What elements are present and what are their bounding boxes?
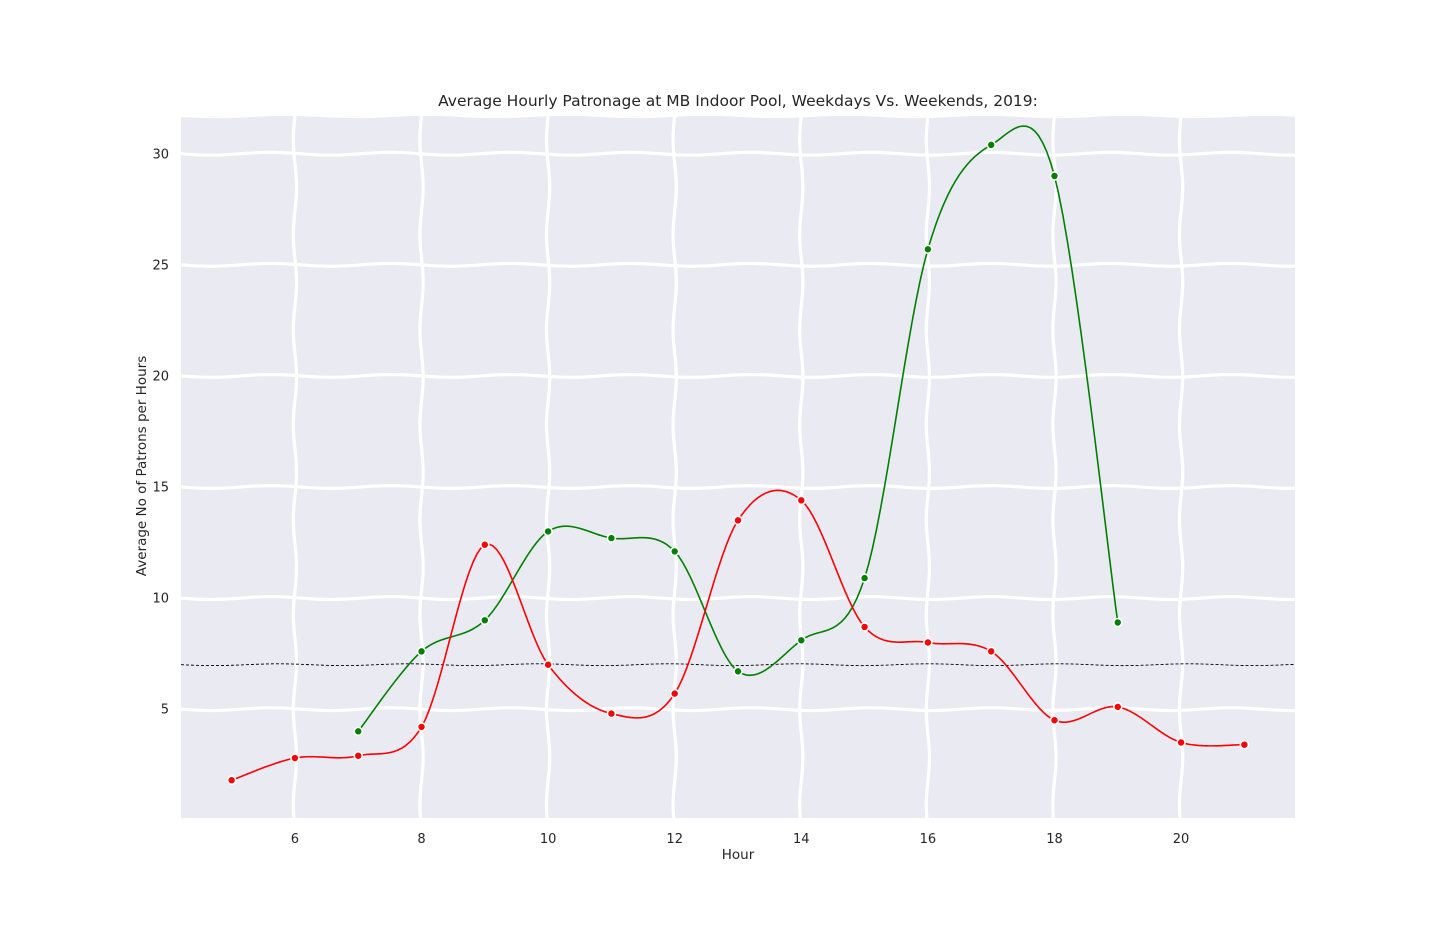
y-grid-line bbox=[181, 483, 1295, 490]
x-tick-label: 18 bbox=[1046, 832, 1063, 847]
y-tick-label: 15 bbox=[152, 480, 169, 495]
x-grid-line bbox=[291, 116, 299, 818]
series-1-point bbox=[1112, 702, 1123, 712]
series-1-point bbox=[1049, 715, 1060, 726]
series-1-point bbox=[226, 775, 237, 786]
x-tick-label: 16 bbox=[920, 832, 937, 847]
series-1-point bbox=[1176, 737, 1186, 748]
series-1-point bbox=[986, 646, 996, 657]
x-grid-line bbox=[1177, 116, 1185, 818]
x-tick-label: 6 bbox=[291, 832, 299, 847]
series-1-point bbox=[859, 622, 870, 632]
y-grid-line bbox=[181, 150, 1295, 157]
series-0-point bbox=[986, 140, 996, 150]
series-1-point bbox=[923, 637, 933, 648]
series-1-point bbox=[480, 539, 490, 550]
series-layer bbox=[226, 125, 1250, 786]
series-0-point bbox=[796, 635, 807, 646]
series-0-point bbox=[859, 573, 870, 583]
tick-labels: 6 8 10 12 14 16 18 20 5 10 15 20 25 30 bbox=[152, 147, 1189, 847]
series-1-point bbox=[353, 750, 364, 761]
y-grid-line bbox=[181, 372, 1295, 379]
series-0-point bbox=[1112, 617, 1123, 628]
y-tick-label: 20 bbox=[152, 369, 169, 384]
x-tick-label: 12 bbox=[666, 832, 683, 847]
series-1-point bbox=[606, 708, 617, 719]
reference-line-layer bbox=[181, 663, 1295, 667]
series-0-point bbox=[733, 666, 743, 677]
series-0-point bbox=[353, 726, 364, 737]
y-tick-label: 5 bbox=[161, 703, 169, 718]
x-tick-label: 14 bbox=[793, 832, 810, 847]
series-1-point bbox=[733, 515, 743, 526]
x-tick-label: 10 bbox=[540, 832, 557, 847]
series-1-point bbox=[669, 688, 680, 699]
reference-line bbox=[181, 663, 1295, 667]
plot-background bbox=[181, 116, 1295, 818]
series-0-point bbox=[923, 244, 933, 255]
x-grid-line bbox=[1051, 116, 1058, 818]
series-1-point bbox=[543, 659, 553, 670]
y-tick-label: 30 bbox=[152, 147, 169, 162]
x-grid-line bbox=[671, 116, 678, 818]
series-1-point bbox=[290, 753, 300, 763]
x-tick-label: 20 bbox=[1173, 832, 1190, 847]
series-0-point bbox=[669, 546, 680, 557]
series-0-point bbox=[1049, 171, 1060, 181]
y-grid-line bbox=[181, 595, 1295, 602]
x-grid-line bbox=[418, 116, 425, 818]
y-grid-line bbox=[181, 706, 1295, 713]
series-0-point bbox=[480, 615, 490, 626]
series-1-point bbox=[416, 722, 427, 732]
y-tick-label: 25 bbox=[152, 258, 169, 273]
y-axis-label: Average No of Patrons per Hours bbox=[134, 356, 150, 576]
x-axis-label: Hour bbox=[722, 847, 755, 863]
x-grid-line bbox=[798, 116, 805, 818]
series-0-point bbox=[543, 526, 553, 537]
x-grid-line bbox=[544, 116, 552, 818]
x-tick-label: 8 bbox=[417, 832, 425, 847]
y-grid-line bbox=[181, 261, 1295, 268]
series-0-point bbox=[606, 533, 617, 543]
series-1-point bbox=[1239, 739, 1250, 750]
plot-border-top bbox=[181, 116, 1295, 119]
chart-title: Average Hourly Patronage at MB Indoor Po… bbox=[438, 92, 1038, 110]
series-0-point bbox=[416, 646, 427, 657]
x-grid-line bbox=[924, 116, 932, 818]
grid bbox=[181, 116, 1295, 818]
series-1-point bbox=[796, 495, 807, 506]
y-tick-label: 10 bbox=[152, 592, 169, 607]
